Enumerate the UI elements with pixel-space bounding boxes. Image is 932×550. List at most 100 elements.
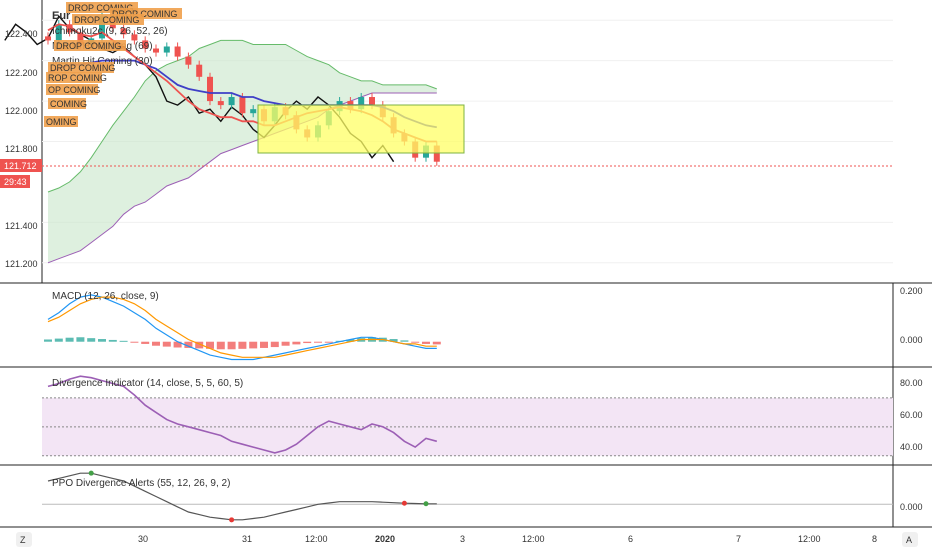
macd-histogram-bar — [238, 341, 247, 349]
candle — [239, 97, 246, 114]
macd-histogram-bar — [303, 341, 312, 344]
price-tick: 122.400 — [5, 29, 38, 39]
macd-histogram-bar — [324, 341, 333, 343]
macd-histogram-bar — [281, 341, 290, 346]
macd-histogram-bar — [152, 341, 160, 346]
macd-histogram-bar — [108, 339, 117, 342]
macd-histogram-bar — [162, 341, 171, 347]
macd-histogram-bar — [314, 341, 322, 343]
candle — [99, 16, 105, 39]
highlight-box[interactable] — [257, 104, 465, 154]
macd-tick: 0.000 — [900, 335, 923, 345]
ppo-divergence-dot — [229, 517, 235, 523]
macd-histogram-bar — [173, 341, 182, 348]
time-label: 8 — [872, 534, 877, 544]
ppo-line — [47, 472, 437, 521]
drop-tag: OMING — [46, 117, 77, 127]
macd-histogram-bar — [184, 341, 193, 348]
candle — [369, 97, 375, 106]
macd-histogram-bar — [270, 341, 279, 348]
macd-histogram-bar — [44, 339, 52, 342]
drop-tags: DROP COMING DROP COMING DROP COMING DROP… — [44, 2, 182, 127]
candle — [131, 34, 138, 41]
auto-scale-button[interactable] — [902, 532, 918, 547]
cloud-span-a — [47, 39, 437, 193]
time-axis[interactable]: 30 31 12:00 2020 3 12:00 6 7 12:00 8 — [138, 534, 877, 544]
drop-tag: DROP COMING — [112, 9, 177, 19]
macd-histogram-bar — [130, 341, 139, 343]
candle — [358, 97, 365, 110]
price-tick: 121.800 — [5, 144, 38, 154]
time-label: 31 — [242, 534, 252, 544]
macd-histogram-bar — [98, 339, 106, 342]
candle — [185, 56, 192, 65]
candle — [217, 101, 224, 106]
macd-histogram-bar — [206, 341, 214, 349]
price-tick: 121.200 — [5, 259, 38, 269]
drop-tag: COMING — [50, 99, 87, 109]
candle — [163, 46, 170, 53]
time-label: 7 — [736, 534, 741, 544]
macd-histogram-bar — [216, 341, 225, 350]
macd-histogram-bar — [292, 341, 301, 345]
price-tick: 121.400 — [5, 221, 38, 231]
candle — [228, 97, 235, 106]
macd-histogram-bar — [389, 339, 398, 342]
candle — [196, 64, 203, 77]
time-label: 30 — [138, 534, 148, 544]
candle — [207, 76, 213, 102]
macd-line — [47, 294, 437, 361]
candle — [77, 32, 84, 45]
macd-histogram-bar — [141, 341, 150, 344]
drop-tag: ROP COMING — [48, 73, 107, 83]
drop-tag: DROP COMING — [68, 3, 133, 13]
last-price-badge — [0, 159, 42, 172]
drop-tag: DROP COMING — [50, 63, 115, 73]
time-label: 3 — [460, 534, 465, 544]
indicator-label-martin-30: Martin Hit Coming (30) — [52, 56, 153, 67]
candle — [250, 109, 257, 114]
last-price-label: 121.712 — [4, 161, 37, 171]
candle — [120, 28, 127, 35]
macd-histogram-bar — [195, 341, 204, 349]
time-label: 12:00 — [305, 534, 328, 544]
candle — [45, 36, 51, 41]
divergence-tick: 80.00 — [900, 378, 923, 388]
time-label: 12:00 — [798, 534, 821, 544]
signal-line — [47, 296, 437, 358]
drop-tag: OP COMING — [48, 85, 100, 95]
time-label: 6 — [628, 534, 633, 544]
ppo-divergence-dot — [423, 501, 429, 507]
price-tick: 122.000 — [5, 106, 38, 116]
macd-histogram-bar — [76, 337, 85, 342]
candle — [433, 145, 440, 162]
ppo-title: PPO Divergence Alerts (55, 12, 26, 9, 2) — [52, 478, 230, 489]
auto-scale-button-label: A — [906, 535, 912, 545]
countdown-badge — [0, 175, 30, 188]
divergence-tick: 60.00 — [900, 410, 923, 420]
macd-histogram-bar — [260, 341, 268, 348]
macd-histogram-bar — [227, 341, 236, 350]
candle — [142, 40, 149, 49]
candle — [174, 46, 181, 57]
macd-tick: 0.200 — [900, 286, 923, 296]
time-label: 2020 — [375, 534, 395, 544]
candle — [66, 24, 73, 33]
zoom-button[interactable] — [16, 532, 32, 547]
macd-histogram-bar — [65, 337, 74, 342]
ppo-divergence-dot — [88, 470, 94, 476]
drop-tag: DROP COMING — [74, 15, 139, 25]
candle — [55, 24, 62, 41]
price-tick: 122.200 — [5, 68, 38, 78]
macd-histogram-bar — [346, 339, 355, 342]
indicator-label-ichimoku: Ichimoku2c (9, 26, 52, 26) — [52, 26, 168, 37]
macd-histogram-bar — [249, 341, 258, 349]
divergence-title: Divergence Indicator (14, close, 5, 5, 6… — [52, 378, 243, 389]
macd-histogram-bar — [422, 341, 430, 344]
ichimoku-cloud — [48, 40, 437, 263]
ppo-tick: 0.000 — [900, 502, 923, 512]
ppo-divergence-dot — [401, 500, 407, 506]
divergence-tick: 40.00 — [900, 442, 923, 452]
macd-histogram-bar — [432, 341, 441, 345]
